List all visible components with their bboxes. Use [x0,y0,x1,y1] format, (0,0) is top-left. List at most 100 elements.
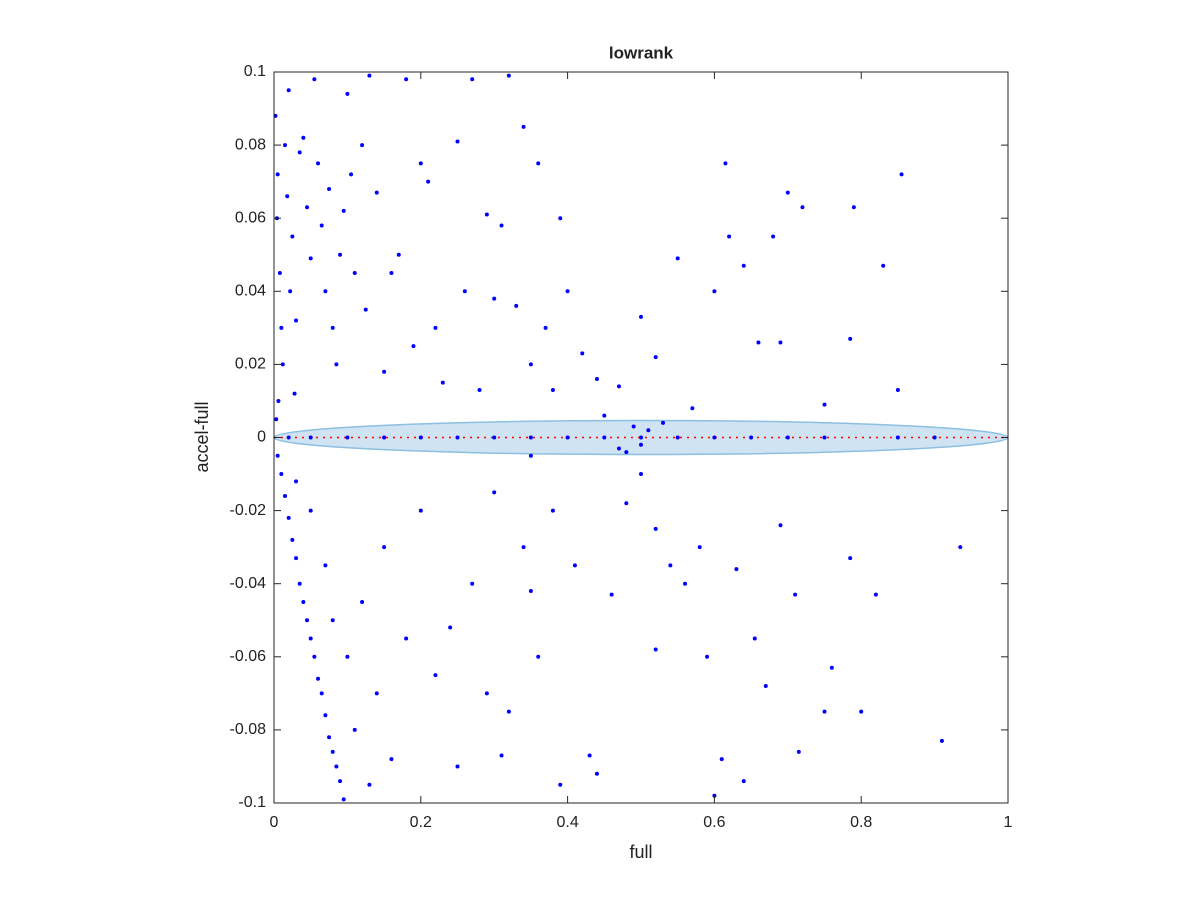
point [719,757,724,762]
point [712,435,717,440]
point [470,77,475,82]
point [327,186,332,191]
x-tick-label: 0.6 [703,814,725,831]
point [277,271,282,276]
point [749,435,754,440]
point [873,592,878,597]
point [572,563,577,568]
x-tick-label: 0.2 [410,814,432,831]
point [327,735,332,740]
point [616,446,621,451]
point [301,135,306,140]
point [323,713,328,718]
point [492,490,497,495]
point [506,73,511,78]
point [848,336,853,341]
point [280,362,285,367]
point [338,779,343,784]
x-axis-label: full [629,842,652,862]
point [418,161,423,166]
point [785,435,790,440]
point [448,625,453,630]
point [349,172,354,177]
point [822,709,827,714]
point [396,252,401,257]
point [275,453,280,458]
point [793,592,798,597]
point [822,402,827,407]
point [899,172,904,177]
point [723,161,728,166]
point [859,709,864,714]
point [565,435,570,440]
point [690,406,695,411]
y-tick-label: -0.06 [230,648,267,665]
point [675,256,680,261]
point [276,398,281,403]
point [499,223,504,228]
y-tick-label: -0.08 [230,721,267,738]
point [514,303,519,308]
point [602,413,607,418]
point [646,428,651,433]
point [316,161,321,166]
point [609,592,614,597]
point [528,362,533,367]
point [290,234,295,239]
point [345,91,350,96]
point [822,435,827,440]
point [528,435,533,440]
point [506,709,511,714]
point [639,472,643,477]
point [712,289,717,294]
point [829,665,834,670]
point [602,435,607,440]
point [668,563,673,568]
point [778,523,783,528]
point [316,676,321,681]
point [771,234,776,239]
point [675,435,680,440]
point [323,563,328,568]
point [288,289,293,294]
y-axis-label: accel-full [192,401,212,472]
y-tick-label: -0.04 [230,575,267,592]
point [279,325,284,330]
point [404,636,409,641]
point [848,556,853,561]
point [279,472,284,477]
point [301,599,306,604]
point [558,216,563,221]
point [319,691,324,696]
point [334,362,339,367]
point [367,782,372,787]
point [939,738,944,743]
point [440,380,445,385]
point [756,340,761,345]
point [334,764,339,769]
point [653,647,658,652]
point [308,636,313,641]
point [338,252,343,257]
point [639,442,643,447]
y-tick-label: -0.02 [230,502,267,519]
point [308,435,313,440]
point [285,194,290,199]
x-tick-label: 0.4 [556,814,578,831]
point [741,263,746,268]
point [697,545,702,550]
point [323,289,328,294]
point [683,581,688,586]
point [363,307,368,312]
point [374,691,379,696]
point [382,435,387,440]
point [785,190,790,195]
point [352,271,357,276]
point [932,435,937,440]
point [382,369,387,374]
point [958,545,963,550]
point [800,205,805,210]
point [624,501,629,506]
point [312,77,317,82]
